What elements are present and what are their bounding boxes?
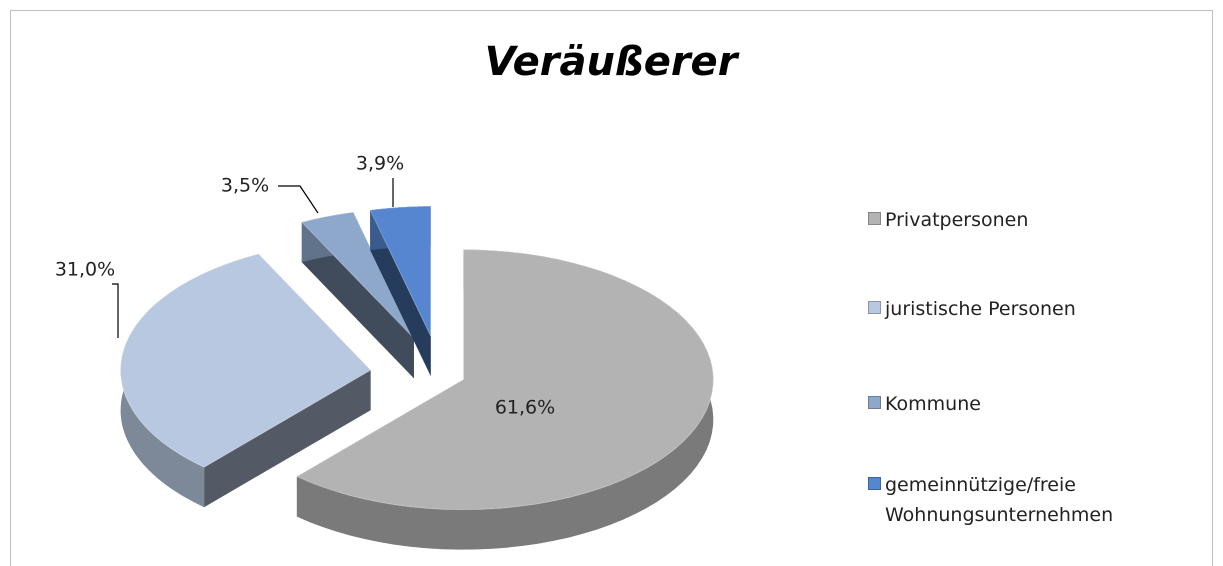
slice-rim <box>296 249 714 550</box>
leader-line <box>278 185 319 214</box>
slice-side <box>301 222 414 379</box>
legend-label: juristische Personen <box>885 298 1076 320</box>
slice <box>369 205 432 337</box>
slice-side <box>370 210 431 377</box>
slice <box>120 253 372 468</box>
legend-item: gemeinnützige/freie Wohnungsunternehmen <box>868 470 1168 530</box>
slice <box>300 211 415 339</box>
pie <box>120 205 714 550</box>
data-label: 61,6% <box>495 397 555 419</box>
chart-title: Veräußerer <box>485 39 740 85</box>
legend-item: Kommune <box>868 389 1168 419</box>
legend-item: juristische Personen <box>868 294 1168 324</box>
legend-label: Kommune <box>885 393 981 415</box>
data-label: 31,0% <box>55 259 115 281</box>
legend-swatch <box>868 477 881 490</box>
slice <box>295 249 714 511</box>
data-label: 3,5% <box>221 175 269 197</box>
slice-side <box>204 370 371 508</box>
legend-swatch <box>868 396 881 409</box>
legend-label: gemeinnützige/freie Wohnungsunternehmen <box>885 474 1114 526</box>
legend-item: Privatpersonen <box>868 205 1168 235</box>
chart-frame <box>10 10 1213 566</box>
legend-swatch <box>868 301 881 314</box>
data-labels: 61,6% 31,0% 3,5% 3,9% <box>55 153 555 419</box>
leader-line <box>112 283 119 338</box>
legend-swatch <box>868 212 881 225</box>
legend-label: Privatpersonen <box>885 209 1029 231</box>
data-label: 3,9% <box>356 153 404 175</box>
